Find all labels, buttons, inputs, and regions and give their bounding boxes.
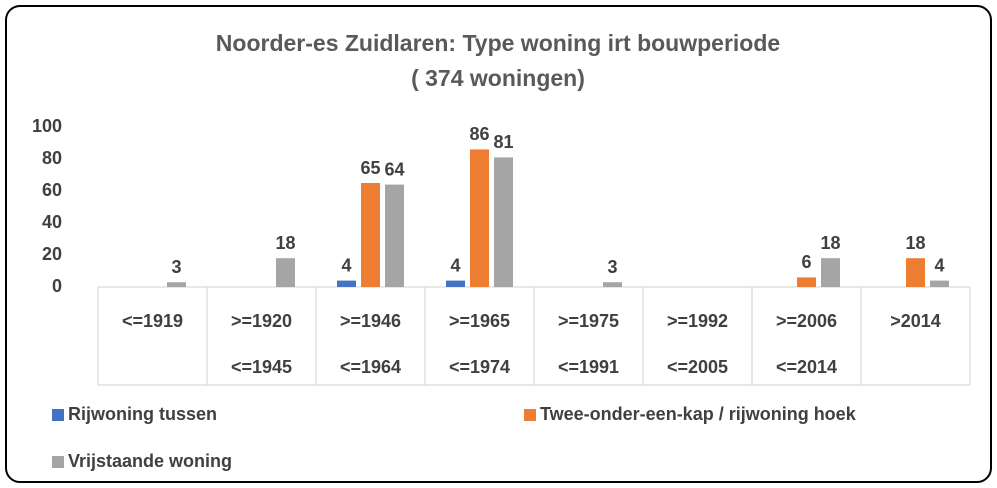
- x-tick-label: >=1992: [667, 311, 728, 331]
- value-label: 3: [171, 257, 181, 277]
- legend-swatch: [524, 409, 536, 421]
- x-tick-label: <=1974: [449, 357, 510, 377]
- y-tick-label: 80: [42, 148, 62, 168]
- x-tick-label: >=1920: [231, 311, 292, 331]
- bar: [361, 183, 380, 287]
- bar: [603, 282, 622, 287]
- y-tick-label: 0: [52, 276, 62, 296]
- bar: [470, 149, 489, 287]
- legend-swatch: [52, 409, 64, 421]
- bar: [337, 280, 356, 287]
- value-label: 86: [469, 124, 489, 144]
- value-label: 64: [384, 159, 404, 179]
- bar: [494, 157, 513, 287]
- chart-title: Noorder-es Zuidlaren: Type woning irt bo…: [216, 30, 780, 56]
- legend-label: Vrijstaande woning: [68, 451, 232, 471]
- x-tick-label: >2014: [890, 311, 941, 331]
- bar: [167, 282, 186, 287]
- x-tick-label: <=1991: [558, 357, 619, 377]
- legend-label: Rijwoning tussen: [68, 404, 217, 424]
- value-label: 3: [607, 257, 617, 277]
- value-label: 65: [360, 158, 380, 178]
- bar: [276, 258, 295, 287]
- value-label: 4: [934, 255, 944, 275]
- y-tick-label: 60: [42, 180, 62, 200]
- bar: [821, 258, 840, 287]
- value-label: 81: [493, 132, 513, 152]
- x-tick-label: <=1964: [340, 357, 401, 377]
- bar: [930, 280, 949, 287]
- x-tick-label: >=1965: [449, 311, 510, 331]
- x-tick-label: <=1919: [122, 311, 183, 331]
- bar: [906, 258, 925, 287]
- y-tick-label: 100: [32, 116, 62, 136]
- bar: [797, 277, 816, 287]
- legend-swatch: [52, 456, 64, 468]
- value-label: 18: [820, 233, 840, 253]
- bar: [446, 280, 465, 287]
- x-tick-label: >=2006: [776, 311, 837, 331]
- x-tick-label: <=1945: [231, 357, 292, 377]
- value-label: 18: [905, 233, 925, 253]
- value-label: 4: [341, 255, 351, 275]
- legend-label: Twee-onder-een-kap / rijwoning hoek: [540, 404, 857, 424]
- bar: [385, 184, 404, 287]
- x-tick-label: >=1975: [558, 311, 619, 331]
- y-tick-label: 20: [42, 244, 62, 264]
- value-label: 6: [801, 252, 811, 272]
- value-label: 4: [450, 255, 460, 275]
- x-tick-label: >=1946: [340, 311, 401, 331]
- chart-subtitle: ( 374 woningen): [411, 65, 585, 91]
- x-tick-label: <=2014: [776, 357, 837, 377]
- value-label: 18: [275, 233, 295, 253]
- x-tick-label: <=2005: [667, 357, 728, 377]
- y-tick-label: 40: [42, 212, 62, 232]
